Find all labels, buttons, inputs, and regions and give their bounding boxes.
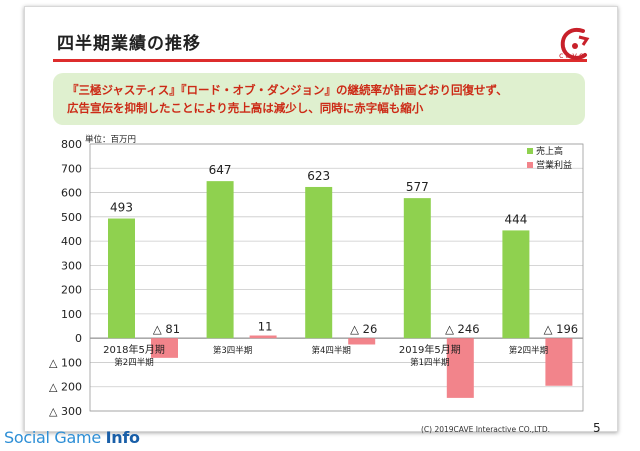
y-tick-label: △ 100 bbox=[49, 356, 82, 369]
sales-data-label: 444 bbox=[504, 212, 527, 226]
title-underline bbox=[53, 59, 587, 62]
operating-profit-bar bbox=[348, 338, 376, 345]
y-tick-label: 100 bbox=[61, 308, 82, 321]
sales-data-label: 647 bbox=[209, 163, 232, 177]
logo-wordmark: cave bbox=[559, 51, 586, 60]
copyright-text: (C) 2019CAVE Interactive CO.,LTD. bbox=[421, 425, 550, 434]
legend-swatch bbox=[527, 162, 533, 168]
profit-data-label: △ 196 bbox=[544, 322, 578, 336]
sales-data-label: 623 bbox=[307, 169, 330, 183]
operating-profit-bar bbox=[545, 338, 573, 386]
unit-label: 単位：百万円 bbox=[85, 135, 137, 145]
category-label: 2018年5月期 bbox=[103, 343, 165, 356]
y-tick-label: 600 bbox=[61, 187, 82, 200]
banner-line-1: 『三極ジャスティス』『ロード・オブ・ダンジョン』の継続率が計画どおり回復せず、 bbox=[67, 83, 508, 97]
watermark-prefix: Social Game bbox=[4, 428, 106, 447]
slide: 四半期業績の推移 cave 『三極ジャスティス』『ロード・オブ・ダンジョン』の継… bbox=[24, 6, 618, 435]
category-label: 第1四半期 bbox=[410, 357, 449, 368]
y-tick-label: △ 300 bbox=[49, 405, 82, 418]
y-tick-label: △ 200 bbox=[49, 381, 82, 394]
category-label: 第2四半期 bbox=[114, 357, 153, 368]
summary-banner: 『三極ジャスティス』『ロード・オブ・ダンジョン』の継続率が計画どおり回復せず、 … bbox=[53, 73, 585, 125]
social-game-info-watermark: Social Game Info bbox=[4, 428, 140, 447]
sales-data-label: 493 bbox=[110, 201, 133, 215]
banner-line-2: 広告宣伝を抑制したことにより売上高は減少し、同時に赤字幅も縮小 bbox=[67, 101, 424, 115]
profit-data-label: △ 81 bbox=[153, 322, 180, 336]
y-tick-label: 300 bbox=[61, 259, 82, 272]
y-tick-label: 200 bbox=[61, 284, 82, 297]
slide-title: 四半期業績の推移 bbox=[57, 34, 201, 54]
category-label: 第3四半期 bbox=[213, 345, 252, 356]
legend-swatch bbox=[527, 148, 533, 154]
profit-data-label: △ 246 bbox=[445, 322, 479, 336]
operating-profit-bar bbox=[446, 338, 474, 398]
y-tick-label: 0 bbox=[75, 332, 82, 345]
y-tick-label: 700 bbox=[61, 162, 82, 175]
sales-bar bbox=[108, 218, 135, 339]
operating-profit-bar bbox=[151, 338, 178, 358]
y-tick-label: 500 bbox=[61, 211, 82, 224]
sales-bar bbox=[206, 181, 234, 339]
category-label: 第4四半期 bbox=[311, 345, 350, 356]
legend-label: 売上高 bbox=[536, 145, 563, 157]
category-label: 2019年5月期 bbox=[399, 343, 461, 356]
watermark-suffix: Info bbox=[105, 428, 140, 447]
sales-bar bbox=[403, 198, 431, 339]
y-tick-label: 400 bbox=[61, 235, 82, 248]
legend-label: 営業利益 bbox=[536, 159, 572, 171]
plot-frame bbox=[89, 143, 584, 412]
sales-bar bbox=[502, 230, 530, 339]
sales-bar bbox=[305, 186, 333, 339]
sales-data-label: 577 bbox=[406, 180, 429, 194]
y-tick-label: 800 bbox=[61, 138, 82, 151]
cave-logo-icon bbox=[560, 28, 590, 60]
page-number: 5 bbox=[593, 421, 601, 435]
operating-profit-bar bbox=[249, 335, 277, 339]
category-label: 第2四半期 bbox=[509, 345, 548, 356]
profit-data-label: 11 bbox=[258, 320, 273, 334]
profit-data-label: △ 26 bbox=[350, 322, 377, 336]
